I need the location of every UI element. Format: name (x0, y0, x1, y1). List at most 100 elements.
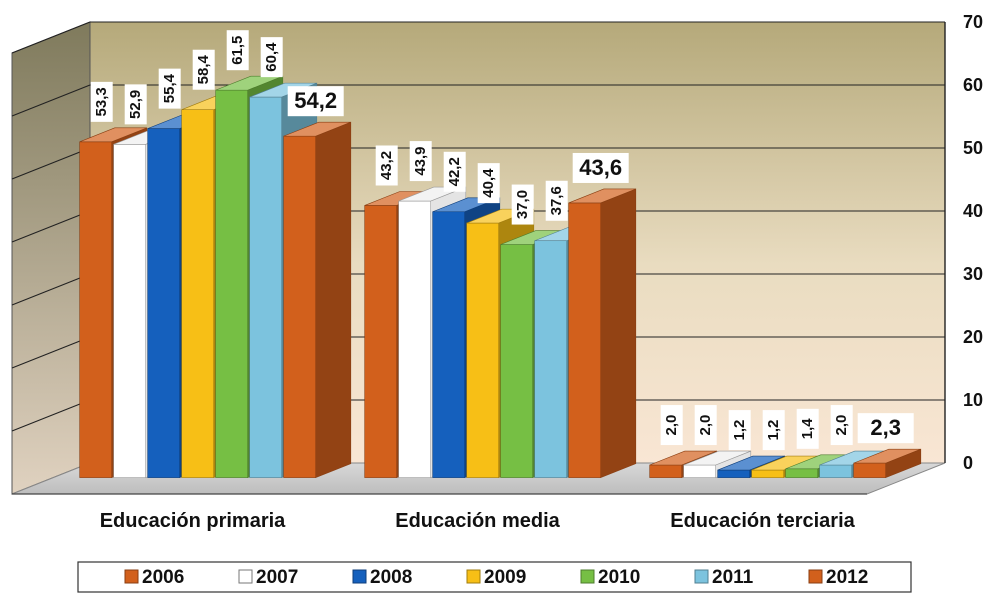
data-label-2006-0: 53,3 (90, 81, 113, 122)
bar-top (568, 188, 636, 204)
legend-item-2009: 2009 (466, 567, 526, 588)
bar-2012-2 (853, 448, 922, 479)
legend-swatch (808, 569, 823, 584)
bar-front (113, 144, 146, 478)
data-label-2006-1: 43,2 (375, 145, 398, 186)
data-label-2008-0: 55,4 (158, 68, 181, 109)
data-label-2012-0: 54,2 (287, 86, 344, 117)
bar-front (147, 128, 180, 478)
data-label-2009-0: 58,4 (192, 49, 215, 90)
data-label-text: 60,4 (263, 42, 280, 72)
data-label-box (192, 49, 215, 90)
bar-front (283, 135, 317, 478)
data-label-2007-1: 43,9 (409, 141, 432, 182)
bar-2012-1 (568, 188, 637, 479)
data-label-text: 1,2 (731, 420, 748, 441)
legend: 2006 2007 2008 2009 2010 2011 2012 (77, 561, 912, 593)
data-label-text: 42,2 (446, 157, 463, 186)
data-label-2011-0: 60,4 (260, 37, 283, 78)
data-label-2007-0: 52,9 (124, 84, 147, 125)
data-label-box (90, 81, 113, 122)
data-label-text: 43,9 (412, 146, 429, 175)
category-label: Educación terciaria (670, 510, 855, 532)
data-label-box (762, 410, 785, 451)
data-label-box (158, 68, 181, 109)
data-label-2010-2: 1,4 (796, 408, 819, 449)
data-label-2008-1: 42,2 (443, 151, 466, 192)
legend-swatch (124, 569, 139, 584)
data-label-box (660, 405, 683, 446)
data-label-2007-2: 2,0 (694, 405, 717, 446)
data-label-2009-2: 1,2 (762, 410, 785, 451)
y-tick-label: 60 (963, 75, 983, 95)
data-label-2011-2: 2,0 (830, 405, 853, 446)
bar-front (568, 202, 602, 478)
category-label: Educación primaria (100, 510, 286, 532)
data-label-box (857, 413, 914, 444)
bar-front (215, 89, 248, 478)
bar-top (717, 455, 785, 471)
data-label-2010-1: 37,0 (511, 184, 534, 225)
data-label-box (409, 141, 432, 182)
data-label-2012-2: 2,3 (857, 413, 914, 444)
data-label-text: 58,4 (195, 54, 212, 84)
side-wall (11, 21, 91, 495)
data-label-2012-1: 43,6 (572, 152, 629, 183)
data-label-box (511, 184, 534, 225)
bar-front (181, 109, 214, 478)
data-label-text: 52,9 (127, 90, 144, 119)
data-label-box (443, 151, 466, 192)
side-gridline (11, 336, 91, 369)
side-gridline (11, 147, 91, 180)
legend-label: 2009 (484, 567, 526, 588)
bar-front (466, 222, 500, 478)
side-gridline (11, 84, 91, 117)
legend-label: 2006 (142, 567, 184, 588)
bar-front (853, 462, 887, 478)
data-label-text: 37,0 (514, 190, 531, 219)
legend-item-2006: 2006 (124, 567, 184, 588)
axes: 0 10 20 30 40 50 60 70 Educación primaria Educaci… (12, 12, 983, 532)
y-tick-label: 70 (963, 12, 983, 32)
legend-item-2011: 2011 (694, 567, 754, 588)
data-label-box (728, 410, 751, 451)
data-label-text: 55,4 (161, 73, 178, 103)
y-tick-label: 0 (963, 453, 973, 473)
bar-side (600, 188, 637, 479)
legend-swatch (694, 569, 709, 584)
bar-side (315, 121, 352, 479)
bar-top (283, 121, 351, 137)
y-tick-label: 40 (963, 201, 983, 221)
data-label-text: 53,3 (93, 87, 110, 116)
legend-swatch (466, 569, 481, 584)
legend-box (77, 561, 912, 593)
data-label-text: 1,2 (765, 420, 782, 441)
data-label-2010-0: 61,5 (226, 30, 249, 71)
data-label-text: 2,0 (833, 415, 850, 436)
bar-front (432, 211, 466, 478)
data-label-text: 61,5 (229, 36, 246, 65)
legend-swatch (352, 569, 367, 584)
side-gridline (11, 273, 91, 306)
data-label-box (260, 37, 283, 78)
data-label-box (545, 180, 568, 221)
bar-top (79, 127, 147, 143)
data-label-box (226, 30, 249, 71)
y-tick-label: 10 (963, 390, 983, 410)
data-label-text: 54,2 (294, 88, 337, 113)
data-label-2011-1: 37,6 (545, 180, 568, 221)
data-label-text: 40,4 (480, 168, 497, 198)
legend-label: 2007 (256, 567, 298, 588)
bar-front (785, 468, 819, 478)
category-label: Educación media (395, 510, 560, 532)
bar-front (649, 464, 683, 478)
legend-label: 2012 (826, 567, 868, 588)
data-label-text: 37,6 (548, 186, 565, 215)
side-gridline (11, 21, 91, 54)
data-label-text: 43,2 (378, 151, 395, 180)
legend-item-2007: 2007 (238, 567, 298, 588)
bar-top (683, 450, 751, 466)
data-label-box (375, 145, 398, 186)
data-label-box (124, 84, 147, 125)
